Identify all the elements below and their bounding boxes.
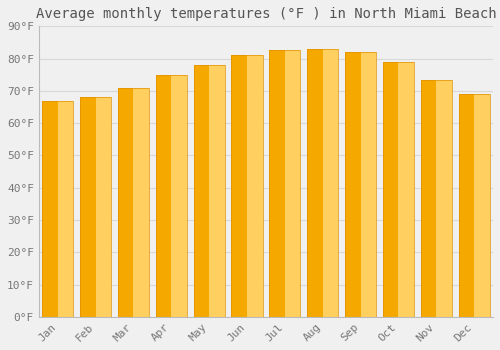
Bar bbox=[209, 65, 224, 317]
Bar bbox=[156, 75, 172, 317]
Bar bbox=[383, 62, 398, 317]
Bar bbox=[285, 50, 300, 317]
Bar bbox=[134, 88, 149, 317]
Bar bbox=[307, 49, 338, 317]
Bar bbox=[96, 97, 111, 317]
Bar bbox=[232, 55, 262, 317]
Bar bbox=[42, 100, 74, 317]
Bar bbox=[307, 49, 322, 317]
Bar bbox=[232, 55, 247, 317]
Bar bbox=[247, 55, 262, 317]
Bar bbox=[42, 100, 58, 317]
Bar bbox=[345, 52, 360, 317]
Bar bbox=[172, 75, 187, 317]
Bar bbox=[80, 97, 96, 317]
Bar bbox=[270, 50, 300, 317]
Bar bbox=[383, 62, 414, 317]
Bar bbox=[360, 52, 376, 317]
Bar bbox=[270, 50, 285, 317]
Title: Average monthly temperatures (°F ) in North Miami Beach: Average monthly temperatures (°F ) in No… bbox=[36, 7, 496, 21]
Bar bbox=[421, 79, 452, 317]
Bar bbox=[80, 97, 111, 317]
Bar bbox=[118, 88, 134, 317]
Bar bbox=[194, 65, 224, 317]
Bar bbox=[458, 94, 490, 317]
Bar bbox=[474, 94, 490, 317]
Bar bbox=[194, 65, 209, 317]
Bar bbox=[345, 52, 376, 317]
Bar bbox=[421, 79, 436, 317]
Bar bbox=[58, 100, 74, 317]
Bar bbox=[436, 79, 452, 317]
Bar bbox=[156, 75, 187, 317]
Bar bbox=[322, 49, 338, 317]
Bar bbox=[398, 62, 414, 317]
Bar bbox=[118, 88, 149, 317]
Bar bbox=[458, 94, 474, 317]
